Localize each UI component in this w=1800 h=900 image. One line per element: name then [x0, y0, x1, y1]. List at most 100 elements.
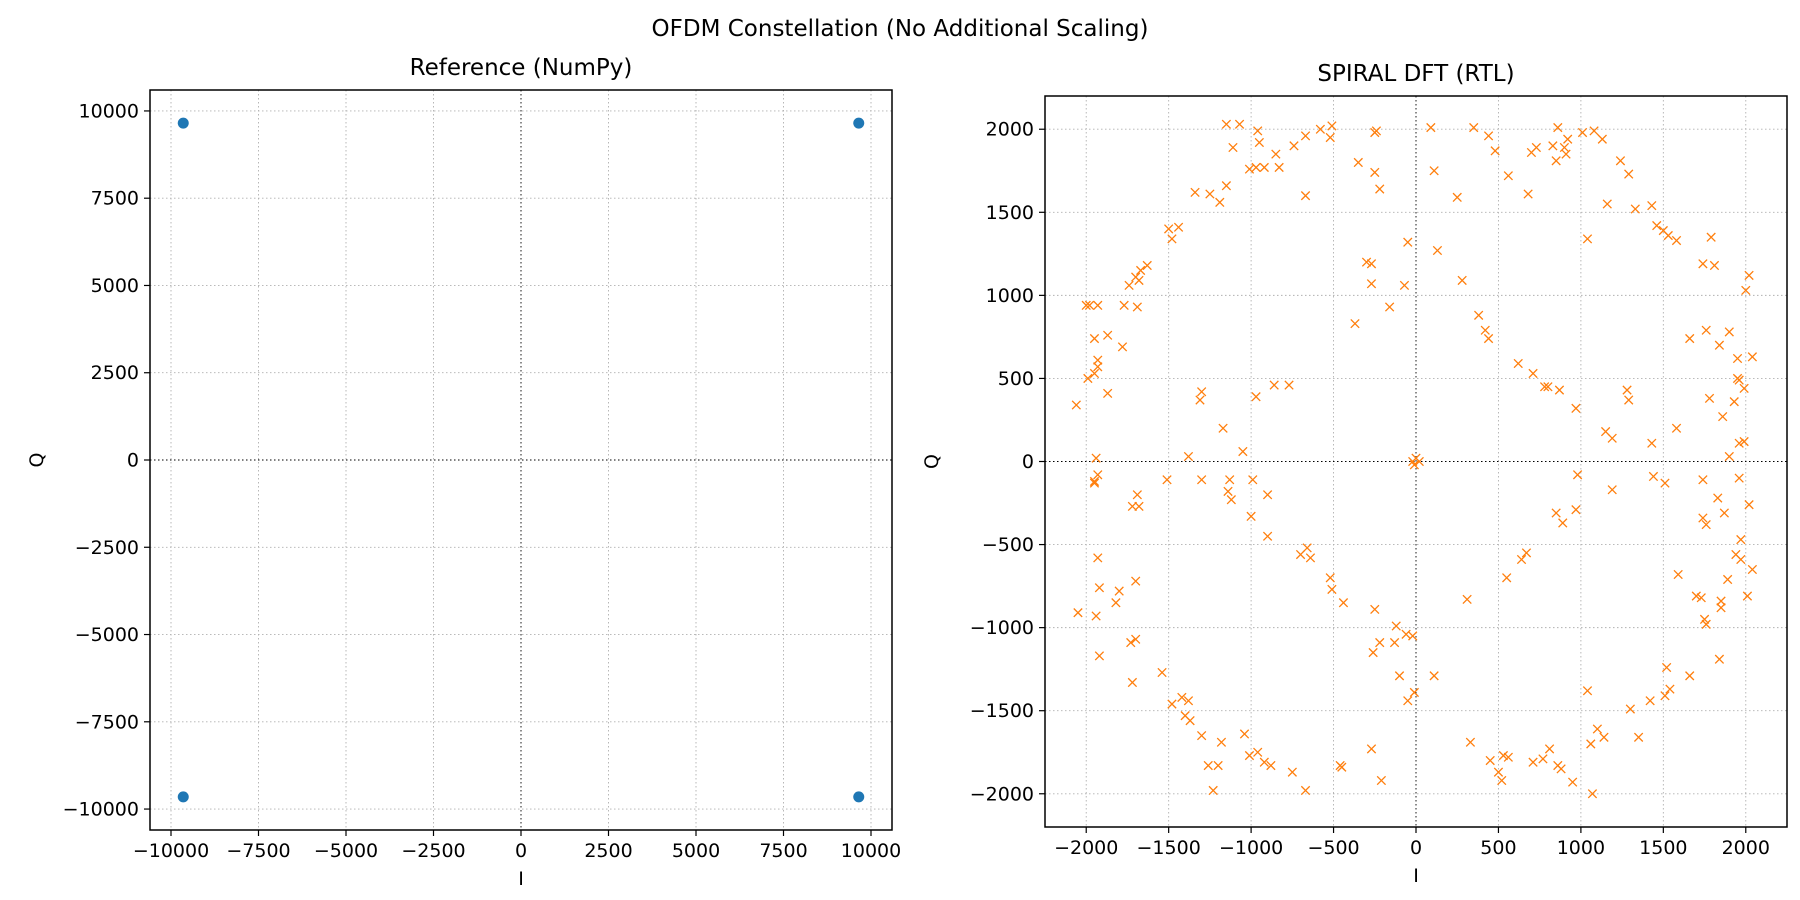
data-point — [1239, 729, 1250, 739]
data-point — [1221, 181, 1232, 191]
data-point — [1094, 583, 1105, 593]
data-point — [1173, 222, 1184, 232]
data-point — [1698, 475, 1708, 485]
data-point — [1615, 156, 1626, 166]
data-point — [1325, 132, 1335, 143]
data-point — [1251, 392, 1261, 402]
data-point — [1602, 199, 1612, 209]
data-point — [1325, 573, 1335, 583]
data-point — [1513, 358, 1523, 369]
data-point — [1538, 754, 1548, 764]
data-point — [1736, 534, 1746, 545]
data-point — [1132, 302, 1142, 312]
data-point — [1498, 750, 1509, 761]
data-point — [1167, 234, 1177, 244]
data-point — [1607, 433, 1617, 443]
data-point — [1531, 142, 1542, 153]
data-point — [1164, 224, 1174, 234]
data-point — [1244, 750, 1255, 761]
data-point — [1699, 614, 1710, 624]
x-tick-label: 10000 — [841, 840, 901, 862]
data-point — [1162, 475, 1172, 485]
spiral-axis-ticks: −2000 −1500 −1000 −500 0 500 1000 1500 2000 −2000… — [970, 119, 1770, 859]
data-point — [1663, 230, 1673, 241]
data-point — [1167, 699, 1177, 709]
data-point — [1295, 549, 1306, 560]
data-point — [1142, 260, 1152, 271]
data-point — [1183, 451, 1194, 462]
data-point — [1539, 382, 1550, 392]
data-point — [1300, 191, 1311, 201]
x-tick-label: −1000 — [1219, 837, 1283, 859]
data-point — [1571, 403, 1581, 413]
data-point — [1457, 275, 1467, 286]
data-point — [1338, 598, 1349, 608]
spiral-y-axis-label: Q — [921, 454, 943, 469]
y-tick-label: −2000 — [970, 783, 1034, 805]
y-tick-label: −2500 — [75, 537, 139, 559]
data-point — [1490, 146, 1500, 156]
data-point — [1732, 373, 1743, 384]
x-tick-label: 5000 — [672, 840, 720, 862]
data-point — [1254, 137, 1265, 148]
data-point — [1253, 126, 1263, 136]
data-point — [1368, 647, 1378, 658]
data-point — [1409, 687, 1420, 698]
data-point — [1582, 234, 1593, 244]
data-point — [1274, 162, 1284, 173]
data-point — [1739, 436, 1749, 447]
data-point — [1361, 257, 1372, 267]
y-tick-label: 0 — [1022, 451, 1034, 473]
data-point — [1226, 495, 1236, 505]
data-point — [1073, 608, 1083, 618]
data-point — [1742, 591, 1753, 601]
data-point — [1221, 119, 1232, 129]
data-point — [177, 117, 189, 129]
data-point — [1429, 671, 1439, 681]
data-point — [1208, 785, 1218, 796]
data-point — [1734, 438, 1744, 448]
data-point — [1572, 470, 1583, 480]
data-point — [1432, 245, 1443, 256]
data-point — [1089, 368, 1100, 379]
data-point — [1262, 531, 1273, 541]
data-point — [1177, 692, 1187, 703]
data-point — [1577, 127, 1588, 138]
data-point — [1091, 453, 1101, 463]
data-point — [1389, 637, 1400, 648]
data-point — [1185, 716, 1195, 726]
reference-y-axis-label: Q — [26, 453, 48, 468]
data-point — [1399, 280, 1410, 291]
data-point — [1426, 122, 1436, 133]
data-point — [1493, 767, 1504, 777]
data-point — [1516, 554, 1527, 565]
data-point — [1259, 757, 1269, 767]
data-point — [1592, 724, 1603, 734]
x-tick-label: −5000 — [314, 840, 378, 862]
data-point — [1528, 757, 1538, 767]
data-point — [1213, 760, 1223, 771]
data-point — [1465, 737, 1476, 747]
data-point — [1370, 167, 1380, 178]
data-point — [1429, 166, 1439, 176]
data-point — [1084, 300, 1095, 310]
data-point — [1528, 368, 1538, 379]
data-point — [1645, 696, 1655, 706]
data-point — [1685, 671, 1695, 681]
data-point — [1701, 519, 1711, 530]
data-point — [1196, 387, 1207, 397]
x-tick-label: −500 — [1307, 837, 1359, 859]
data-point — [1117, 342, 1128, 352]
reference-axis-ticks: −10000 −7500 −5000 −2500 0 2500 5000 7500 10000 −… — [63, 100, 902, 862]
data-point — [1335, 760, 1345, 771]
data-point — [1093, 470, 1103, 480]
data-point — [1485, 755, 1495, 766]
data-point — [1660, 691, 1670, 701]
data-point — [1253, 747, 1263, 757]
data-point — [1195, 395, 1205, 405]
data-point — [1190, 187, 1200, 198]
data-point — [1287, 767, 1297, 777]
y-tick-label: 1500 — [986, 202, 1034, 224]
data-point — [1103, 388, 1113, 399]
spiral-dft-rtl-plot: SPIRAL DFT (RTL) I Q −2000 −1500 −1000 −500… — [921, 61, 1788, 887]
